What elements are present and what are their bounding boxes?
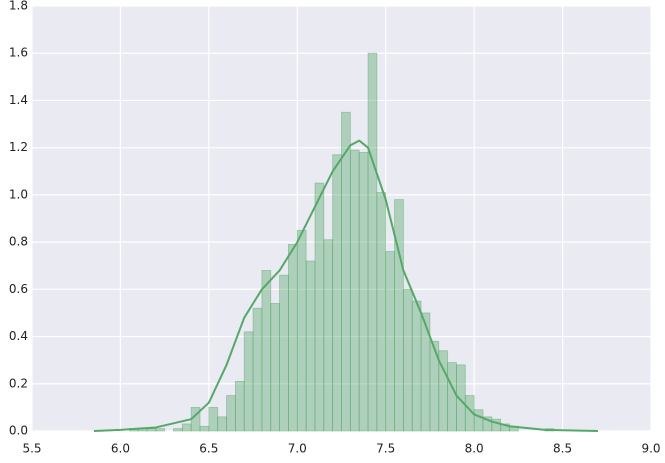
bar	[155, 428, 166, 432]
bar	[208, 406, 219, 432]
bar	[243, 331, 254, 432]
y-tick-label: 1.4	[9, 93, 28, 107]
bar	[349, 149, 360, 432]
bar	[305, 260, 316, 432]
bar	[358, 151, 369, 432]
bar	[402, 288, 413, 432]
bar	[173, 428, 183, 432]
x-tick-label: 5.5	[22, 442, 41, 456]
bar	[146, 428, 157, 432]
bar	[332, 154, 342, 432]
bar	[367, 52, 378, 432]
y-tick-label: 1.0	[9, 187, 28, 201]
bar	[279, 274, 289, 432]
x-tick-label: 8.0	[465, 442, 484, 456]
y-tick-label: 1.8	[9, 0, 28, 13]
bar	[394, 199, 404, 432]
y-tick-label: 1.2	[9, 140, 28, 154]
y-tick-label: 0.8	[9, 235, 28, 249]
x-tick-label: 7.0	[288, 442, 307, 456]
x-tick-label: 9.0	[641, 442, 660, 456]
bar	[226, 395, 236, 432]
bar	[376, 192, 387, 432]
y-tick-label: 0.6	[9, 282, 28, 296]
bar	[473, 409, 484, 432]
bar	[385, 251, 395, 432]
bar	[296, 229, 307, 432]
kde-line	[93, 139, 598, 432]
x-tick-label: 6.0	[111, 442, 130, 456]
bar	[181, 423, 192, 432]
bar	[314, 182, 325, 432]
x-tick-label: 6.5	[199, 442, 218, 456]
y-tick-label: 0.4	[9, 329, 28, 343]
bar	[323, 239, 334, 432]
bar	[447, 362, 457, 432]
bar	[199, 425, 210, 432]
bar	[234, 381, 245, 432]
y-tick-label: 0.0	[9, 424, 28, 438]
bar	[270, 303, 280, 432]
bar	[261, 270, 272, 432]
y-tick-label: 0.2	[9, 376, 28, 390]
x-tick-label: 8.5	[553, 442, 572, 456]
bar	[288, 244, 298, 432]
y-tick-label: 1.6	[9, 46, 28, 60]
bar	[341, 111, 351, 432]
bar	[252, 307, 263, 432]
x-tick-label: 7.5	[376, 442, 395, 456]
bar	[217, 416, 227, 432]
bar	[411, 300, 422, 432]
